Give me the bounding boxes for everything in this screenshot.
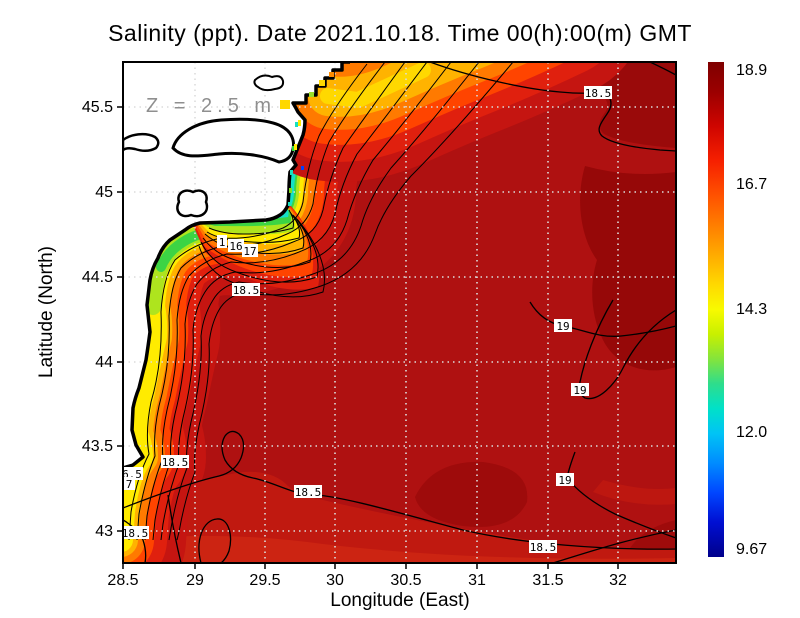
x-tick: 31.5 [532, 572, 563, 589]
x-tick: 31 [468, 572, 486, 589]
x-tick: 32 [609, 572, 627, 589]
colorbar-tick: 18.9 [736, 62, 767, 79]
depth-annotation: Z = 2.5 m [146, 95, 276, 117]
contour-blob [198, 518, 232, 563]
x-tick: 30.5 [390, 572, 421, 589]
coastline [123, 62, 350, 470]
y-tick-labels: 45.5 45 44.5 44 43.5 43 [82, 99, 113, 540]
lagoons [123, 74, 295, 218]
contour-left-bottom [123, 519, 147, 563]
contour-label: 19 [573, 384, 586, 397]
y-tick: 45.5 [82, 99, 113, 116]
colorbar-tick: 12.0 [736, 424, 767, 441]
chart-title: Salinity (ppt). Date 2021.10.18. Time 00… [108, 20, 692, 46]
contour-19-b [578, 299, 676, 400]
contour-label: 7 [126, 478, 133, 491]
bottom-bright-band [123, 471, 676, 563]
y-tick: 43.5 [82, 438, 113, 455]
x-tick: 30 [326, 572, 344, 589]
contour-labels: 18.5 18.5 1 16 17 18.5 6.5 7 18.5 18.5 1… [122, 86, 612, 554]
y-tick: 45 [95, 184, 113, 201]
colorbar-tick: 16.7 [736, 176, 767, 193]
offshore-contours [123, 62, 676, 563]
x-tick: 29 [186, 572, 204, 589]
y-axis-label: Latitude (North) [36, 246, 57, 378]
colorbar [708, 62, 724, 557]
plot-frame [122, 61, 677, 564]
contour-label: 19 [558, 474, 571, 487]
y-tick: 44.5 [82, 269, 113, 286]
x-tick: 29.5 [249, 572, 280, 589]
colorbar-labels: 18.9 16.7 14.3 12.0 9.67 [736, 62, 767, 558]
colorbar-tick: 14.3 [736, 301, 767, 318]
y-tick: 43 [95, 523, 113, 540]
contour-19-a [529, 301, 676, 337]
map-plot: 18.5 18.5 1 16 17 18.5 6.5 7 18.5 18.5 1… [122, 62, 676, 563]
contour-18-5-south [123, 430, 676, 550]
contour-19-c [566, 451, 676, 539]
contour-label: 18.5 [233, 284, 260, 297]
y-tick: 44 [95, 354, 113, 371]
colorbar-tick: 9.67 [736, 541, 767, 558]
contour-label: 16 [229, 240, 242, 253]
contour-label: 18.5 [530, 541, 557, 554]
contour-bundle [128, 62, 514, 541]
contour-label: 18.5 [122, 527, 149, 540]
dark-salinity-patches [415, 62, 676, 563]
contour-label: 18.5 [162, 456, 189, 469]
contour-label: 18.5 [295, 486, 322, 499]
axis-ticks [117, 106, 619, 569]
x-tick: 28.5 [107, 572, 138, 589]
contour-corner [649, 62, 676, 76]
x-axis-label: Longitude (East) [330, 590, 469, 611]
contour-label: 19 [556, 320, 569, 333]
nearshore-specks [280, 72, 334, 206]
contour-label: 18.5 [585, 87, 612, 100]
contour-label: 1 [219, 236, 226, 249]
x-tick-labels: 28.5 29 29.5 30 30.5 31 31.5 32 [107, 572, 627, 589]
contour-bottom-right [552, 529, 676, 563]
contour-label: 17 [243, 245, 256, 258]
contour-spur [167, 494, 182, 563]
